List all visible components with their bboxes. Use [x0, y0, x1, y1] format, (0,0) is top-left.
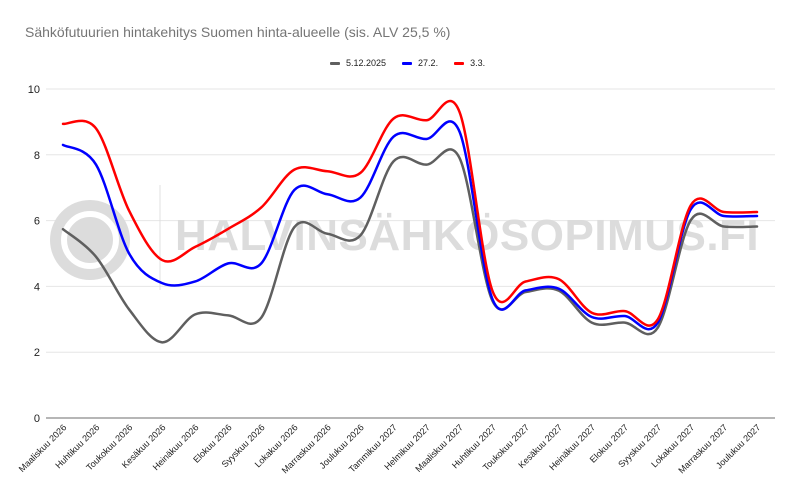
y-tick-label: 6 [34, 216, 40, 228]
series-line-1[interactable] [61, 120, 759, 331]
series-line-2[interactable] [61, 99, 759, 327]
legend-label: 5.12.2025 [346, 58, 387, 68]
y-axis-ticks: 0 2 4 6 8 10 [28, 84, 40, 425]
y-tick-label: 0 [34, 413, 40, 425]
y-tick-label: 2 [34, 347, 40, 359]
legend-item-series-0[interactable]: 5.12.2025 [330, 58, 386, 68]
series-lines [61, 99, 759, 344]
watermark: HALVINSÄHKÖSOPIMUS.FI [50, 185, 759, 290]
y-tick-label: 10 [28, 84, 40, 96]
legend-item-series-1[interactable]: 27.2. [402, 58, 438, 68]
series-line-0[interactable] [61, 148, 759, 344]
legend-item-series-2[interactable]: 3.3. [454, 58, 485, 68]
gridlines [46, 88, 775, 353]
y-tick-label: 4 [34, 281, 40, 293]
legend-swatch-icon [454, 61, 465, 65]
y-tick-label: 8 [34, 150, 40, 162]
chart-title: Sähköfutuurien hintakehitys Suomen hinta… [25, 24, 451, 40]
watermark-logo-ring-icon [61, 211, 119, 269]
legend-label: 3.3. [470, 58, 486, 68]
legend-swatch-icon [330, 61, 340, 65]
watermark-text: HALVINSÄHKÖSOPIMUS.FI [175, 211, 759, 260]
legend-label: 27.2. [418, 58, 439, 68]
legend-swatch-icon [402, 61, 413, 65]
chart-legend: 5.12.2025 27.2. 3.3. [330, 58, 485, 68]
